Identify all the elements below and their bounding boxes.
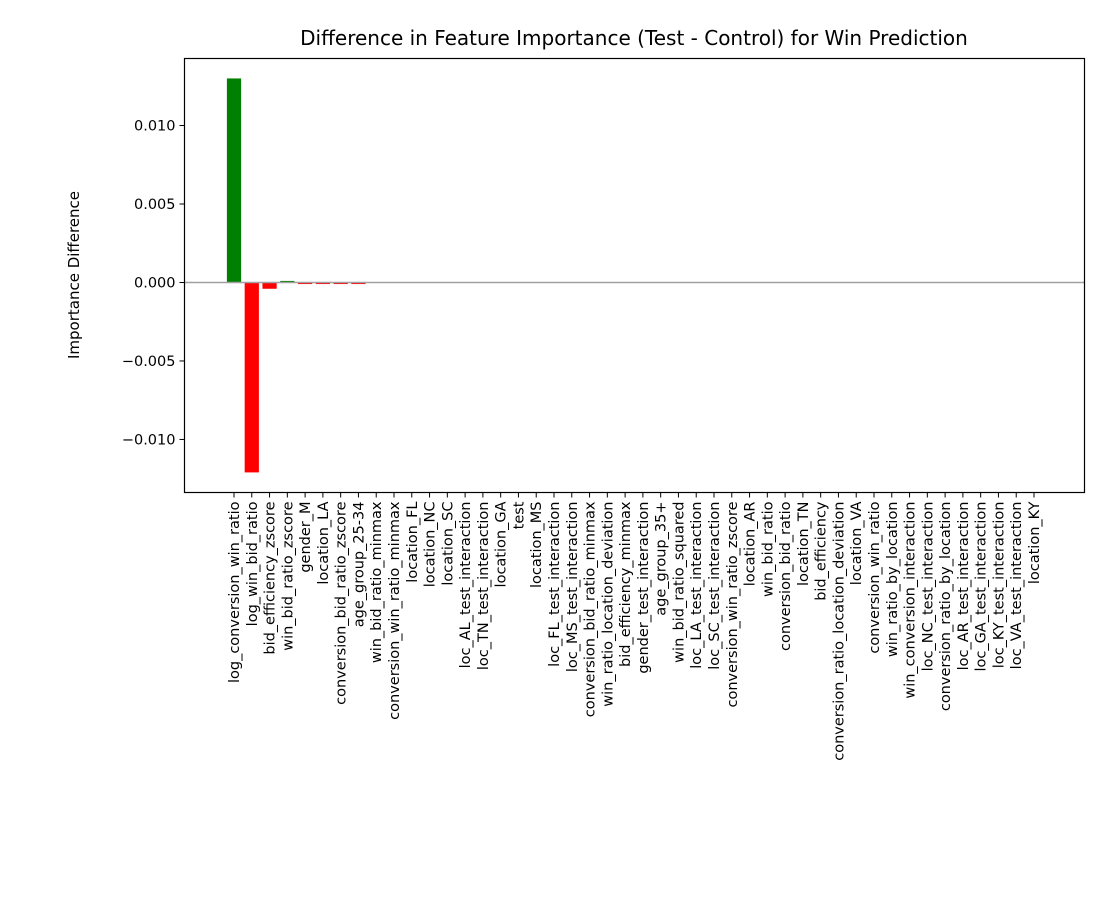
x-tick-label: win_ratio_location_deviation [600,502,616,707]
x-tick-label: win_bid_ratio [760,501,776,597]
x-tick-label: loc_FL_test_interaction [547,502,563,667]
x-tick-label: age_group_35+ [654,502,670,616]
bar-location_LA [315,282,330,285]
x-tick-label: log_win_bid_ratio [245,501,261,626]
x-tick-label: loc_MS_test_interaction [565,502,581,673]
x-tick-label: location_NC [423,502,439,588]
x-tick-label: bid_efficiency [814,501,830,601]
x-tick-label: location_TN [796,502,812,587]
x-tick-label: win_bid_ratio_minmax [369,501,385,663]
x-tick-label: conversion_bid_ratio [778,501,794,651]
x-tick-label: location_GA [494,501,510,587]
x-tick-label: location_VA [849,501,865,585]
x-tick-label: loc_SC_test_interaction [707,502,723,670]
x-tick-label: conversion_bid_ratio_zscore [334,501,350,704]
y-axis-label: Importance Difference [65,191,83,359]
x-tick-label: test [511,501,527,529]
bar-gender_M [298,282,313,285]
x-tick-label: conversion_win_ratio_zscore [725,501,741,707]
chart-title: Difference in Feature Importance (Test -… [300,26,968,50]
bar-bid_efficiency_zscore [262,282,277,289]
x-tick-label: location_LA [316,501,332,584]
y-tick-label: 0.000 [134,275,176,291]
plot-frame [183,57,1086,494]
x-tick-label: loc_AL_test_interaction [458,502,474,669]
x-tick-label: loc_KY_test_interaction [991,502,1007,669]
x-tick-label: location_FL [405,502,421,583]
y-tick-label: 0.010 [134,119,176,135]
x-tick-label: loc_TN_test_interaction [476,502,492,671]
x-tick-label: win_bid_ratio_squared [671,502,687,663]
x-tick-label: bid_efficiency_zscore [263,501,279,654]
x-tick-label: location_KY [1027,501,1043,584]
y-tick-label: −0.005 [122,354,176,370]
x-tick-label: location_AR [743,502,759,587]
x-tick-label: conversion_bid_ratio_minmax [583,501,599,717]
bar-conversion_bid_ratio_zscore [333,282,348,285]
x-tick-label: log_conversion_win_ratio [227,501,243,683]
x-tick-label: loc_GA_test_interaction [974,502,990,672]
bar-age_group_25-34 [351,282,366,285]
x-tick-label: conversion_win_ratio [867,501,883,653]
bar-log_win_bid_ratio [244,282,259,473]
x-tick-label: gender_test_interaction [636,502,652,674]
x-tick-label: age_group_25-34 [351,502,367,628]
x-tick-label: bid_efficiency_minmax [618,501,634,667]
bar-win_bid_ratio_zscore [280,280,295,283]
x-tick-label: loc_VA_test_interaction [1009,502,1025,670]
x-tick-label: conversion_win_ratio_minmax [387,501,403,720]
x-tick-label: location_SC [440,502,456,586]
x-tick-label: win_bid_ratio_zscore [280,501,296,650]
x-tick-label: win_conversion_interaction [903,502,919,699]
x-tick-label: conversion_ratio_by_location [938,502,954,712]
x-tick-label: loc_NC_test_interaction [920,502,936,672]
bar-log_conversion_win_ratio [226,78,242,283]
x-tick-label: location_MS [529,502,545,589]
x-tick-label: conversion_ratio_location_deviation [831,502,847,761]
x-tick-label: loc_AR_test_interaction [956,502,972,671]
x-tick-label: gender_M [298,502,314,573]
y-tick-label: −0.010 [122,432,176,448]
x-tick-label: win_ratio_by_location [885,502,901,658]
y-tick-label: 0.005 [134,197,176,213]
x-tick-label: loc_LA_test_interaction [689,502,705,669]
